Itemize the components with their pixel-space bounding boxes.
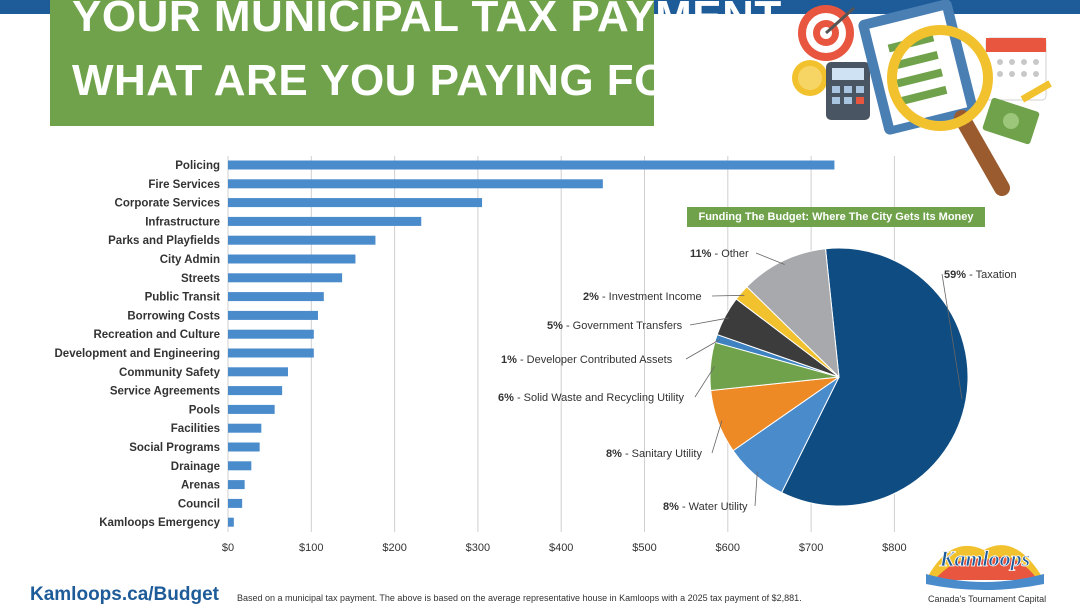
bar <box>228 498 243 508</box>
category-label: Borrowing Costs <box>127 310 220 322</box>
bar <box>228 517 234 527</box>
bar <box>228 292 324 302</box>
leader-line <box>754 471 758 507</box>
bar <box>228 179 603 189</box>
x-tick-label: $500 <box>632 542 656 554</box>
bar <box>228 198 483 208</box>
category-label: Corporate Services <box>115 198 220 210</box>
category-label: Community Safety <box>119 367 221 379</box>
x-tick-label: $400 <box>549 542 573 554</box>
x-tick-label: $200 <box>382 542 406 554</box>
bar <box>228 235 376 245</box>
leader-line <box>711 294 745 297</box>
category-label: Kamloops Emergency <box>99 517 220 529</box>
svg-text:Kamloops: Kamloops <box>939 546 1030 571</box>
x-tick-label: $0 <box>222 542 234 554</box>
calculator-icon <box>826 62 870 120</box>
bar <box>228 254 356 264</box>
coin-icon <box>792 60 828 96</box>
category-label: City Admin <box>160 254 220 266</box>
pie-slice <box>746 248 840 379</box>
category-label: Development and Engineering <box>55 348 221 360</box>
pencil-icon <box>1020 80 1052 103</box>
bar <box>228 273 343 283</box>
category-label: Service Agreements <box>110 386 220 398</box>
budget-illustration <box>792 0 1052 196</box>
bar <box>228 423 262 433</box>
pie-slice-label: 2% - Investment Income <box>583 291 702 303</box>
pie-slice-label: 8% - Water Utility <box>663 501 748 513</box>
x-tick-label: $300 <box>466 542 490 554</box>
pie-slice-label: 59% - Taxation <box>944 269 1017 281</box>
leader-line <box>685 339 720 360</box>
bar <box>228 310 318 320</box>
x-tick-label: $600 <box>716 542 740 554</box>
footnote-text: Based on a municipal tax payment. The ab… <box>237 593 802 603</box>
bar <box>228 348 314 358</box>
leader-line <box>941 273 963 400</box>
category-label: Drainage <box>171 461 220 473</box>
category-label: Streets <box>181 273 220 285</box>
pie-slice <box>780 247 969 507</box>
bar <box>228 386 283 396</box>
pie-slice-label: 11% - Other <box>690 248 749 260</box>
bar <box>228 442 260 452</box>
category-label: Arenas <box>181 480 220 492</box>
leader-line <box>755 252 785 265</box>
target-icon <box>798 5 855 61</box>
category-label: Parks and Playfields <box>108 235 220 247</box>
pie-slice-label: 5% - Government Transfers <box>547 320 683 332</box>
x-tick-label: $100 <box>299 542 323 554</box>
category-label: Fire Services <box>148 179 220 191</box>
leader-line <box>711 420 723 454</box>
category-label: Policing <box>175 160 220 172</box>
category-label: Social Programs <box>129 442 220 454</box>
bar <box>228 480 245 490</box>
bar <box>228 461 252 471</box>
page-title-line-2: WHAT ARE YOU PAYING FOR? <box>72 56 729 105</box>
bar <box>228 367 288 377</box>
category-label: Facilities <box>171 423 220 435</box>
x-tick-label: $800 <box>882 542 906 554</box>
category-label: Pools <box>189 404 220 416</box>
calendar-icon <box>985 37 1047 101</box>
title-banner: YOUR MUNICIPAL TAX PAYMENT - WHAT ARE YO… <box>50 0 809 126</box>
logo-tagline: Canada's Tournament Capital <box>928 594 1047 604</box>
bar <box>228 404 275 414</box>
category-label: Infrastructure <box>145 216 220 228</box>
magnifier-icon <box>887 25 1010 196</box>
category-label: Recreation and Culture <box>93 329 220 341</box>
budget-website-link[interactable]: Kamloops.ca/Budget <box>30 584 219 605</box>
bar <box>228 160 835 170</box>
bar <box>228 216 422 226</box>
pie-chart-title: Funding The Budget: Where The City Gets … <box>687 207 985 227</box>
pie-slice-label: 1% - Developer Contributed Assets <box>501 354 673 366</box>
page-title-line-1: YOUR MUNICIPAL TAX PAYMENT - <box>72 0 810 41</box>
category-label: Public Transit <box>145 292 221 304</box>
pie-slice-label: 8% - Sanitary Utility <box>606 448 702 460</box>
category-label: Council <box>178 498 220 510</box>
x-tick-label: $700 <box>799 542 823 554</box>
pie-slice-label: 6% - Solid Waste and Recycling Utility <box>498 392 685 404</box>
bar <box>228 329 314 339</box>
kamloops-logo: Kamloops <box>926 545 1044 590</box>
leader-line <box>694 366 715 398</box>
money-icon <box>982 97 1040 145</box>
leader-line <box>689 317 729 326</box>
